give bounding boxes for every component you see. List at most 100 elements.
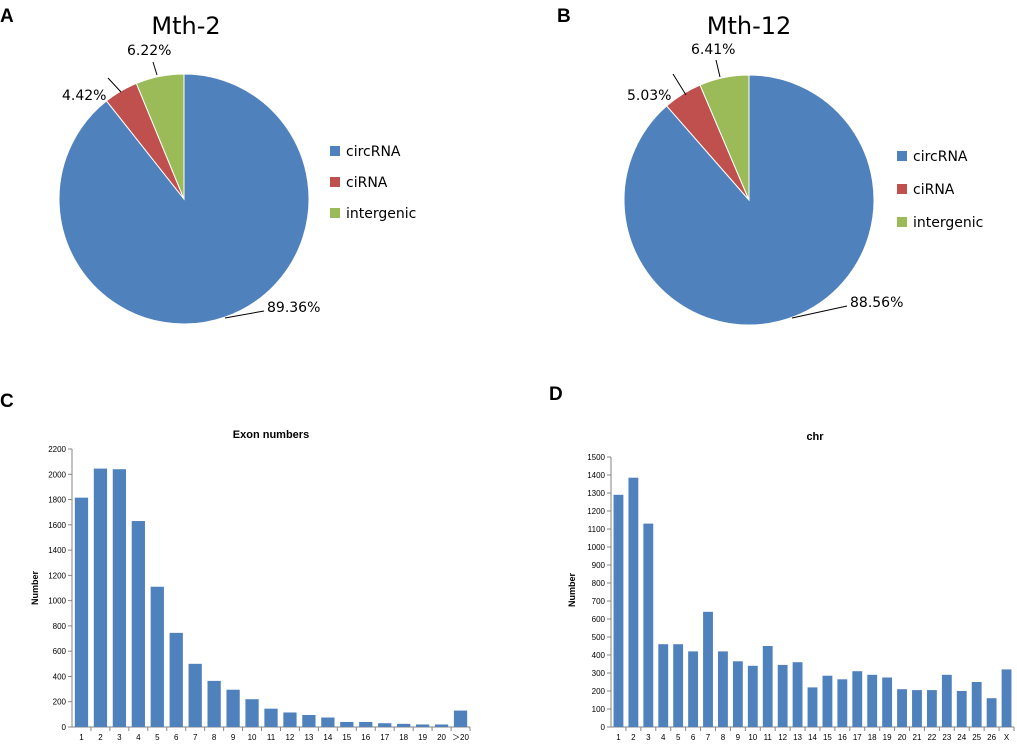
x-tick-label: 22	[927, 733, 936, 742]
legend-swatch-circrna	[897, 151, 907, 161]
bar-2	[628, 477, 639, 727]
x-tick-label: X	[1004, 733, 1010, 742]
panel-letter-b: B	[557, 6, 571, 27]
pie-title: Mth-12	[707, 12, 792, 40]
x-tick-label: 24	[957, 733, 966, 742]
x-tick-label: 14	[323, 733, 332, 742]
x-tick-label: 17	[380, 733, 389, 742]
bar-4	[131, 521, 145, 727]
bar-12	[777, 664, 788, 727]
pie-chart-1: Mth-2 89.36% 4.42% 6.22% circRNA ciRNA interge…	[58, 12, 416, 325]
x-tick-label: 2	[98, 733, 103, 742]
legend-swatch-intergenic	[897, 217, 907, 227]
x-tick-label: 10	[248, 733, 257, 742]
y-tick-label: 600	[53, 647, 67, 656]
bar-16	[837, 679, 848, 727]
y-tick-label: 800	[53, 622, 67, 631]
x-tick-label: 1	[616, 733, 621, 742]
y-axis-label: Number	[30, 571, 40, 606]
legend-label-circrna: circRNA	[346, 144, 401, 160]
x-tick-label: 23	[942, 733, 951, 742]
pie-label-intergenic: 6.41%	[691, 42, 735, 58]
x-tick-label: 9	[736, 733, 741, 742]
legend-label-intergenic: intergenic	[346, 206, 416, 222]
x-tick-label: 6	[691, 733, 696, 742]
x-tick-label: 4	[136, 733, 141, 742]
bar-13	[302, 715, 316, 727]
bar-19	[882, 677, 893, 727]
leader-line-circrna	[791, 305, 848, 319]
bar-19	[415, 724, 430, 727]
legend-label-intergenic: intergenic	[913, 215, 983, 231]
pie-slice-intergenic	[135, 73, 185, 200]
x-tick-label: 14	[808, 733, 817, 742]
bar-12	[283, 712, 297, 727]
bar-14	[321, 717, 335, 727]
x-tick-label: 19	[883, 733, 892, 742]
pie-label-cirna: 4.42%	[62, 88, 106, 104]
x-tick-label: 12	[285, 733, 294, 742]
y-tick-label: 900	[592, 561, 606, 570]
x-tick-label: 8	[721, 733, 726, 742]
bar-chart-1: Exon numbers Number 0 200 400 600 800 1000 1200 1…	[30, 429, 471, 742]
panel-letter-c: C	[0, 391, 14, 412]
y-tick-label: 2200	[48, 445, 66, 454]
pie-chart-2: Mth-12 88.56% 5.03% 6.41% circRNA ciRNA interg…	[623, 12, 983, 326]
y-tick-label: 100	[592, 705, 606, 714]
x-tick-label: 8	[212, 733, 217, 742]
x-tick-label: 12	[778, 733, 787, 742]
y-tick-label: 400	[592, 651, 606, 660]
bar-3	[643, 523, 654, 727]
legend-label-cirna: ciRNA	[346, 175, 388, 191]
bar-17	[852, 671, 863, 727]
legend-swatch-intergenic	[330, 208, 340, 218]
x-tick-label: 9	[231, 733, 236, 742]
y-tick-label: 2000	[48, 470, 66, 479]
y-tick-label: 1500	[587, 453, 605, 462]
y-tick-label: 600	[592, 615, 606, 624]
y-tick-label: 1400	[48, 546, 66, 555]
bar-＞20	[453, 710, 468, 727]
x-tick-label: 4	[661, 733, 666, 742]
bar-24	[956, 691, 967, 727]
y-tick-label: 1000	[587, 543, 605, 552]
pie-slice-circrna	[58, 73, 310, 325]
bar-8	[207, 680, 221, 727]
bar-16	[359, 721, 373, 727]
y-tick-label: 1100	[588, 525, 606, 534]
x-tick-label: 7	[706, 733, 711, 742]
bar-chart-2: chr Number 0 100 200 300 400 500 600 700 800 900 100…	[567, 431, 1015, 742]
bar-10	[245, 699, 259, 727]
y-tick-label: 700	[592, 597, 606, 606]
pie-slice-intergenic	[699, 74, 750, 201]
bar-25	[971, 682, 982, 727]
pie-label-cirna: 5.03%	[627, 88, 671, 104]
x-tick-label: 26	[987, 733, 996, 742]
x-tick-label: 16	[838, 733, 847, 742]
bar-6	[688, 651, 699, 727]
x-tick-label: 6	[174, 733, 179, 742]
x-tick-label: 17	[853, 733, 862, 742]
bar-3	[112, 469, 127, 727]
panel-letter-a: A	[0, 6, 14, 27]
legend-swatch-circrna	[330, 146, 340, 156]
bar-9	[226, 689, 240, 727]
legend-label-circrna: circRNA	[913, 149, 968, 165]
bar-20	[897, 689, 907, 727]
y-tick-label: 1800	[48, 496, 66, 505]
bar-1	[74, 497, 89, 727]
bar-13	[792, 662, 803, 727]
legend-label-cirna: ciRNA	[913, 182, 955, 198]
x-tick-label: 18	[399, 733, 408, 742]
y-tick-label: 800	[592, 579, 606, 588]
y-tick-label: 1200	[48, 571, 66, 580]
y-tick-label: 300	[592, 669, 606, 678]
y-tick-label: 400	[53, 672, 67, 681]
y-axis-label: Number	[567, 573, 577, 608]
bar-11	[762, 646, 773, 727]
bar-23	[941, 674, 952, 727]
bar-18	[867, 674, 878, 727]
bar-chart-title: chr	[806, 431, 824, 443]
y-tick-label: 1400	[587, 471, 605, 480]
